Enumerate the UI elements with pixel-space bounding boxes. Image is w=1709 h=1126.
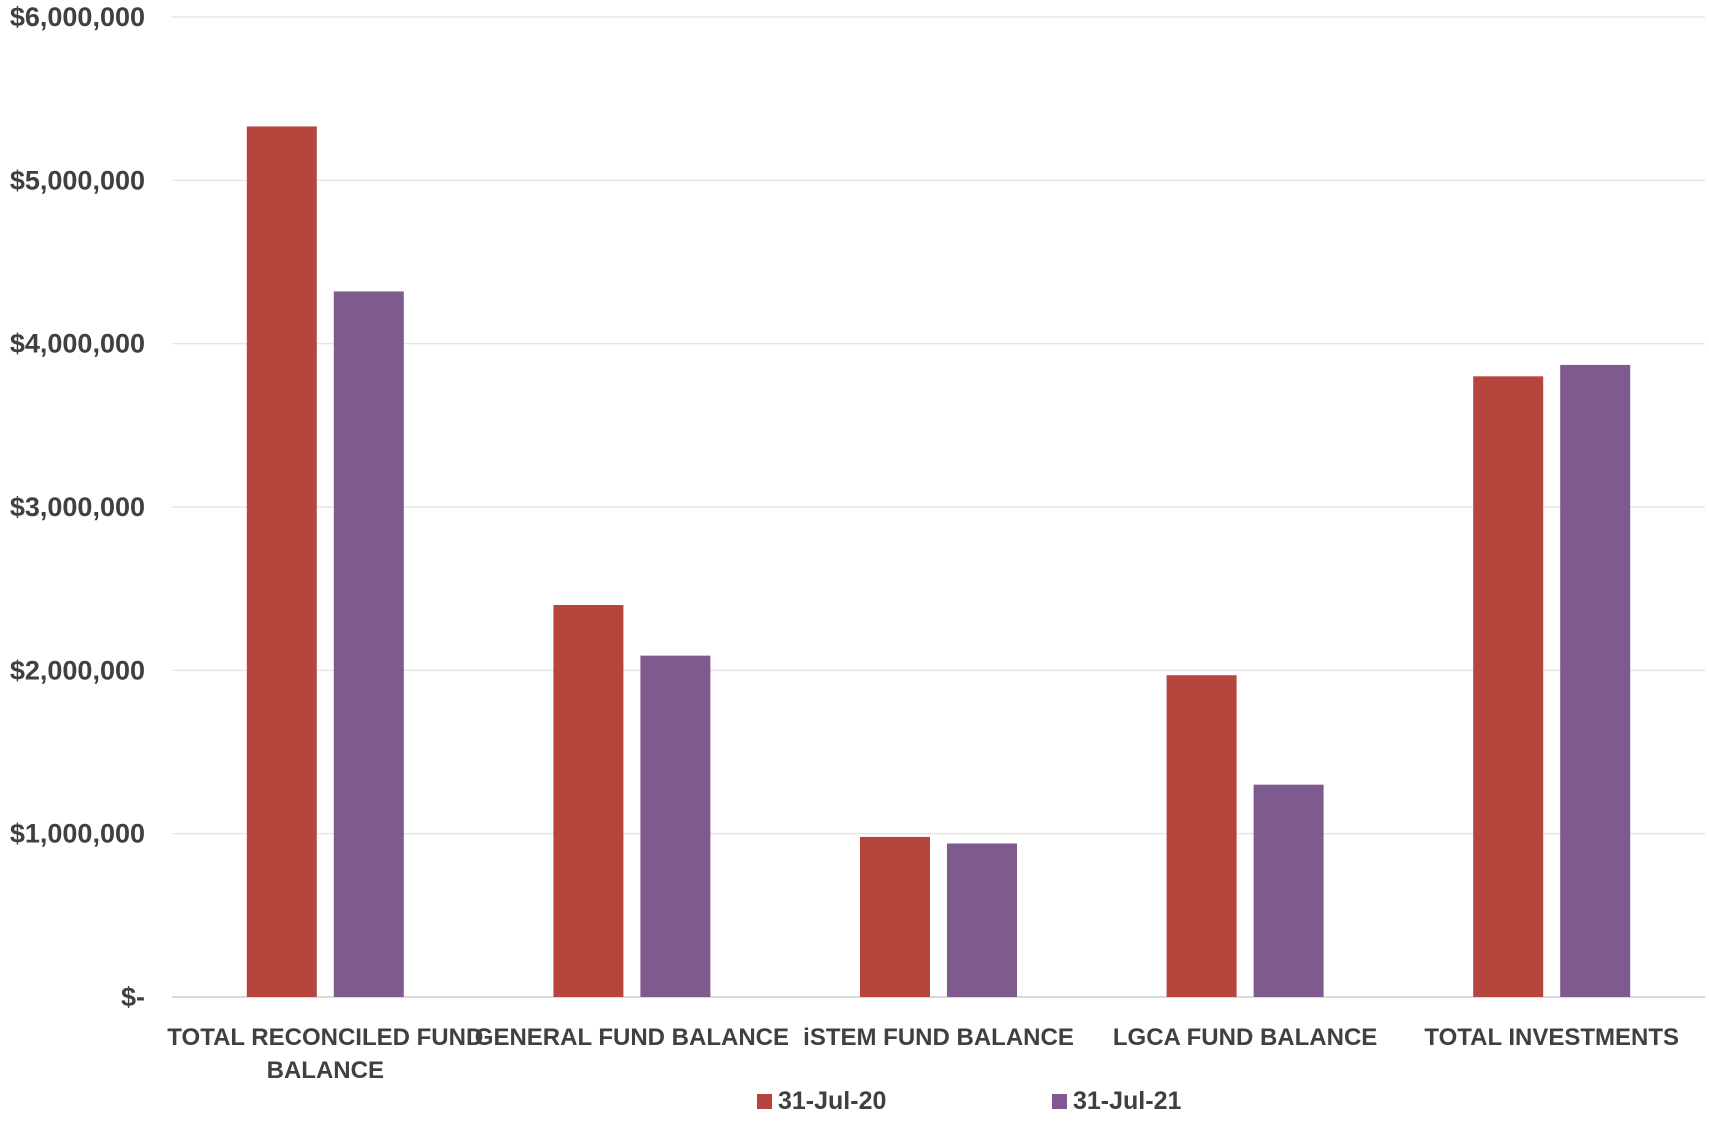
legend-swatch [757, 1094, 772, 1109]
x-tick-label: LGCA FUND BALANCE [1113, 1024, 1377, 1051]
y-tick-label: $- [121, 982, 145, 1012]
bar-series-2-cat-3 [947, 843, 1017, 997]
x-tick-label: iSTEM FUND BALANCE [803, 1024, 1074, 1051]
bar-series-2-cat-1 [333, 291, 404, 997]
legend: 31-Jul-20 31-Jul-21 [757, 1087, 1181, 1115]
bar-series-1-cat-1 [246, 126, 317, 997]
y-tick-label: $2,000,000 [10, 655, 145, 685]
bar-series-1-cat-5 [1473, 376, 1544, 997]
gridlines [172, 16, 1705, 998]
legend-swatch [1052, 1094, 1067, 1109]
legend-label: 31-Jul-21 [1073, 1087, 1181, 1115]
bar-series-2-cat-5 [1560, 364, 1631, 997]
bar-series-2-cat-2 [640, 655, 711, 997]
bar-series-1-cat-4 [1166, 675, 1237, 997]
y-tick-label: $5,000,000 [10, 165, 145, 195]
y-axis-ticks: $- $1,000,000 $2,000,000 $3,000,000 $4,000,0… [10, 2, 145, 1012]
legend-label: 31-Jul-20 [778, 1087, 886, 1115]
x-tick-label: BALANCE [267, 1057, 384, 1084]
bars [246, 126, 1631, 997]
y-tick-label: $3,000,000 [10, 492, 145, 522]
x-axis-ticks: TOTAL RECONCILED FUND BALANCE GENERAL FUND… [167, 1024, 1679, 1084]
bar-series-1-cat-2 [553, 605, 624, 997]
bar-series-1-cat-3 [860, 836, 930, 997]
bar-series-2-cat-4 [1253, 784, 1324, 997]
x-tick-label: TOTAL INVESTMENTS [1424, 1024, 1679, 1051]
y-tick-label: $6,000,000 [10, 2, 145, 32]
y-tick-label: $1,000,000 [10, 819, 145, 849]
y-tick-label: $4,000,000 [10, 329, 145, 359]
x-tick-label: GENERAL FUND BALANCE [475, 1024, 789, 1051]
x-tick-label: TOTAL RECONCILED FUND [167, 1024, 483, 1051]
